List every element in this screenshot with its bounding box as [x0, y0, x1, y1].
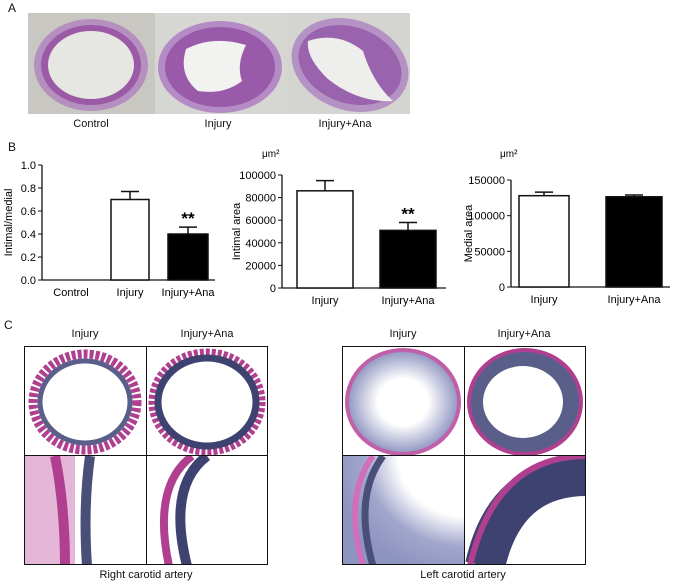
right-label-injury-ana: Injury+Ana — [180, 328, 234, 340]
x-tick-label: Injury — [117, 287, 144, 299]
left-carotid-caption: Left carotid artery — [420, 569, 506, 581]
y-tick-label: 0.6 — [21, 206, 36, 218]
y-tick-label: 20000 — [245, 260, 276, 272]
y-tick-label: 50000 — [474, 246, 505, 258]
y-tick-label: 0.4 — [21, 229, 36, 241]
panel-label-c: C — [4, 318, 13, 332]
x-tick-label: Injury+Ana — [382, 295, 436, 307]
left-label-injury-ana: Injury+Ana — [497, 328, 551, 340]
control-lumen — [48, 31, 134, 99]
unit-label: μm² — [262, 149, 280, 160]
injury-lumen — [183, 40, 246, 92]
y-axis-label: Intimal area — [231, 202, 243, 260]
panel-label-b: B — [8, 140, 17, 154]
left-injury-ana-zoom-image — [464, 455, 586, 565]
right-carotid-caption: Right carotid artery — [99, 569, 193, 581]
right-injury-ana-overview-image — [146, 346, 268, 456]
panel-a-label-injury-ana: Injury+Ana — [318, 118, 372, 130]
injury-ana-lumen — [307, 37, 393, 102]
y-tick-label: 60000 — [245, 215, 276, 227]
significance-marker: ** — [401, 204, 415, 223]
y-axis-label: Intimal/medial — [3, 189, 15, 257]
y-tick-label: 100000 — [468, 211, 505, 223]
y-tick-label: 1.0 — [21, 160, 36, 172]
panel-label-a: A — [8, 1, 17, 15]
y-tick-label: 40000 — [245, 238, 276, 250]
y-tick-label: 0.2 — [21, 252, 36, 264]
panel-a-histology — [28, 13, 410, 114]
y-tick-label: 0 — [270, 283, 276, 295]
left-injury-ana-overview-image — [464, 346, 586, 456]
right-injury-ana-zoom-image — [146, 455, 268, 565]
bar-injury-ana — [379, 229, 437, 289]
right-injury-zoom-image — [24, 455, 147, 565]
left-injury-zoom-image — [342, 455, 465, 565]
y-tick-label: 150000 — [468, 175, 505, 187]
unit-label: μm² — [500, 149, 518, 160]
left-injury-overview-image — [342, 346, 465, 456]
y-tick-label: 0.0 — [21, 275, 36, 287]
y-tick-label: 80000 — [245, 193, 276, 205]
x-tick-label: Injury — [531, 294, 558, 306]
y-tick-label: 0 — [499, 282, 505, 294]
x-tick-label: Injury+Ana — [608, 294, 662, 306]
bar-injury — [296, 190, 354, 289]
bar-injury-ana — [167, 233, 209, 281]
bar-injury-ana — [605, 196, 663, 288]
left-label-injury: Injury — [389, 328, 417, 340]
panel-b-charts: 0.0 0.2 0.4 0.6 0.8 1.0 Intimal/medial Control I… — [3, 149, 670, 307]
y-tick-label: 0.8 — [21, 183, 36, 195]
right-label-injury: Injury — [71, 328, 99, 340]
panel-a-label-control: Control — [73, 118, 109, 130]
right-injury-overview-image — [24, 346, 147, 456]
panel-a-label-injury: Injury — [204, 118, 232, 130]
bar-injury — [110, 198, 150, 281]
bar-injury — [518, 194, 570, 288]
y-tick-label: 100000 — [239, 170, 276, 182]
significance-marker: ** — [181, 209, 195, 228]
x-tick-label: Control — [53, 287, 88, 299]
y-axis-label: Medial area — [463, 204, 475, 262]
x-tick-label: Injury — [312, 295, 339, 307]
x-tick-label: Injury+Ana — [162, 287, 216, 299]
